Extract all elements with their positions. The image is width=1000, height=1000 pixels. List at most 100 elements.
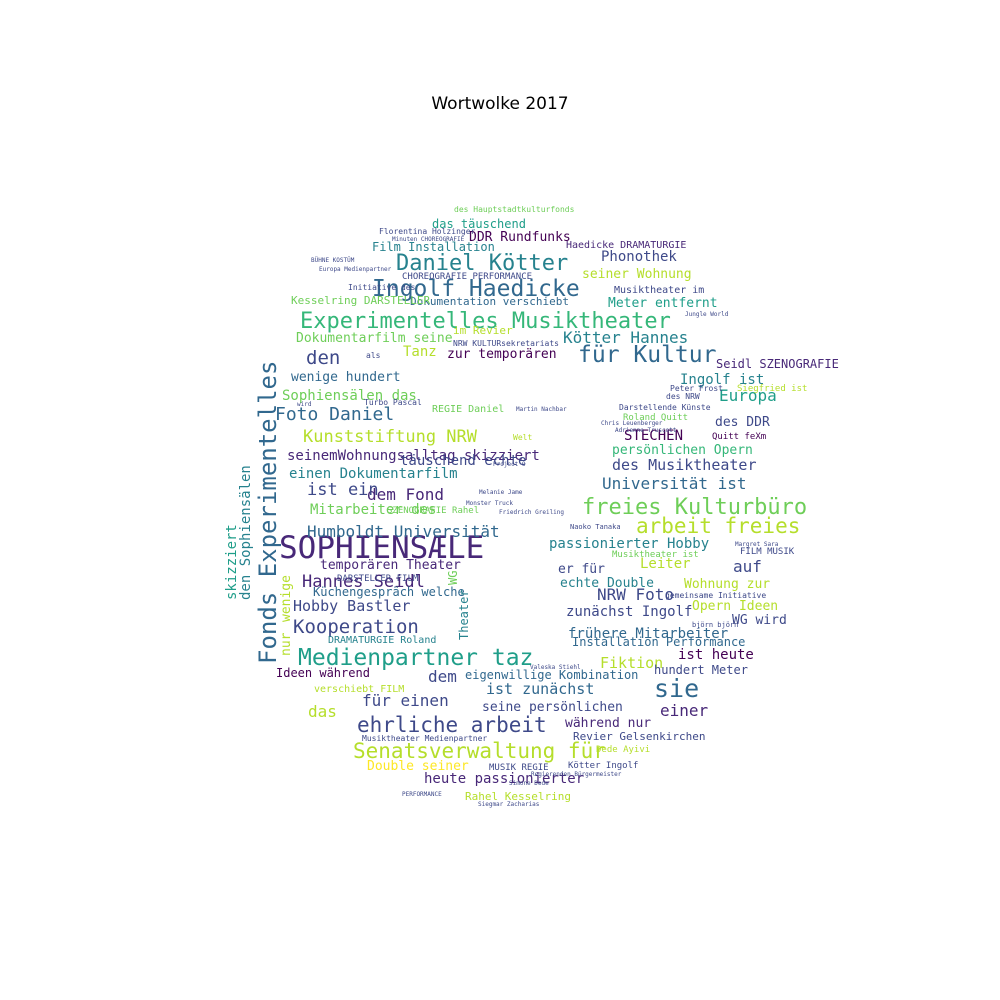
cloud-word: das: [308, 702, 337, 721]
cloud-word: DRAMATURGIE Roland: [328, 635, 436, 646]
cloud-word: des DDR: [715, 415, 770, 430]
cloud-word: DARSTELLER FILM: [337, 574, 419, 584]
cloud-word: Leiter: [640, 556, 691, 572]
cloud-word: zunächst Ingolf: [566, 604, 692, 620]
cloud-word: Foto Daniel: [275, 404, 394, 425]
cloud-word: Opern Ideen: [692, 599, 778, 614]
cloud-word: des Musiktheater: [612, 456, 757, 474]
cloud-word: gemeinsame Initiative: [665, 591, 766, 600]
cloud-word: seine persönlichen: [482, 700, 623, 715]
cloud-word: Kesselring DARSTELLER: [291, 294, 430, 307]
cloud-word: Humboldt Universität: [307, 522, 500, 541]
cloud-word: Ideen während: [276, 666, 370, 680]
cloud-word: Minuten CHOREOGRAFIE: [392, 236, 465, 243]
cloud-word: Hannes Seidl: [302, 572, 425, 592]
cloud-word: Theater: [457, 589, 471, 640]
cloud-word: täuschend echte: [400, 453, 526, 469]
cloud-word: Europa: [719, 386, 777, 405]
cloud-word: ist ein: [307, 480, 379, 500]
cloud-word: Phonothek: [601, 249, 677, 265]
cloud-word: Seidl SZENOGRAFIE: [716, 357, 839, 371]
cloud-word: er für: [558, 562, 605, 577]
cloud-word: Turbo Pascal: [364, 398, 422, 407]
cloud-word: für Kultur: [578, 342, 716, 368]
cloud-word: sie: [654, 674, 699, 703]
cloud-word: skizziert: [224, 524, 240, 600]
cloud-word: Project O: [493, 461, 526, 468]
cloud-word: Roland Quitt: [623, 413, 688, 423]
cloud-word: FILM MUSIK: [740, 547, 795, 557]
cloud-word: Margret Sara: [735, 541, 779, 548]
cloud-word: Initiative des: [348, 283, 416, 292]
cloud-word: Dokumentation verschiebt: [410, 295, 569, 308]
cloud-word: für einen: [362, 691, 449, 710]
cloud-word: NRW Foto: [597, 585, 674, 604]
cloud-word: Fonds Experimentelles: [254, 361, 282, 664]
cloud-word: Experimentelles Musiktheater: [300, 309, 671, 334]
cloud-word: SOPHIENSÆLE: [279, 530, 484, 566]
cloud-word: NRW KULTURsekretariats: [453, 339, 559, 348]
cloud-word: Naoko Tanaka: [570, 523, 621, 531]
cloud-word: arbeit freies: [636, 514, 800, 538]
page-title: Wortwolke 2017: [431, 94, 569, 114]
cloud-word: echte Double: [560, 576, 654, 591]
cloud-word: Küchengespräch welche: [313, 585, 465, 599]
cloud-word: während nur: [565, 716, 651, 731]
cloud-word: Musiktheater im: [614, 285, 704, 296]
cloud-word: Mitarbeiter des: [310, 502, 436, 518]
cloud-word: Installation Performance: [572, 635, 745, 649]
cloud-word: Kötter Ingolf: [568, 761, 638, 771]
cloud-word: PERFORMANCE: [402, 791, 442, 798]
cloud-word: Melanie Jame: [479, 489, 523, 496]
cloud-word: Film Installation: [372, 240, 495, 254]
cloud-word: Kooperation: [293, 616, 419, 638]
cloud-word: einer: [660, 701, 709, 720]
cloud-word: Wohnung zur: [684, 577, 770, 592]
cloud-word: Welt: [513, 433, 532, 442]
cloud-word: Valeska Stiehl: [530, 664, 581, 671]
cloud-word: Kunststiftung NRW: [303, 427, 478, 447]
cloud-word: Universität ist: [602, 474, 747, 493]
cloud-word: einen Dokumentarfilm: [289, 466, 458, 482]
cloud-word: hundert Meter: [654, 663, 748, 677]
cloud-word: ehrliche arbeit: [357, 713, 547, 737]
cloud-word: Ingolf Haedicke: [372, 276, 580, 302]
cloud-word: verschiebt FILM: [314, 684, 404, 695]
cloud-word: Meter entfernt: [608, 296, 718, 311]
cloud-word: Double seiner: [367, 759, 469, 774]
cloud-word: Medienpartner taz: [298, 645, 533, 671]
cloud-word: Europa Medienpartner: [319, 266, 392, 273]
cloud-word: Siegfried ist: [737, 384, 807, 394]
cloud-word: Sophiensälen das: [282, 388, 417, 404]
cloud-word: Senatsverwaltung für: [353, 739, 606, 763]
cloud-word: STECHEN: [624, 428, 683, 444]
cloud-word: Fiktion: [600, 654, 663, 672]
cloud-word: ist zunächst: [486, 680, 594, 698]
cloud-word: CHOREOGRAFIE PERFORMANCE: [402, 272, 532, 282]
cloud-word: BÜHNE KOSTÜM: [311, 257, 355, 264]
cloud-word: björn björn: [692, 621, 738, 629]
cloud-word: MUSIK REGIE: [489, 763, 549, 773]
cloud-word: Haedicke DRAMATURGIE: [566, 240, 686, 251]
cloud-word: WG wird: [732, 613, 787, 628]
cloud-word: auf: [733, 557, 762, 576]
cloud-word: Jungle World: [685, 311, 729, 318]
cloud-word: Musiktheater Medienpartner: [362, 734, 487, 743]
cloud-word: wenige hundert: [291, 370, 401, 385]
cloud-word: passionierter Hobby: [549, 536, 709, 552]
cloud-word: Tanz: [403, 344, 437, 360]
cloud-word: freies Kulturbüro: [582, 495, 807, 520]
cloud-word: Chris Leuenberger: [601, 420, 663, 427]
cloud-word: Friedrich Greiling: [499, 509, 564, 516]
cloud-word: Quitt feXm: [712, 432, 766, 442]
cloud-word: REGIE Daniel: [432, 404, 504, 415]
cloud-word: frühere Mitarbeiter: [568, 626, 728, 642]
cloud-word: Daniel Kötter: [396, 251, 568, 276]
cloud-word: dem Fond: [367, 485, 444, 504]
cloud-word: seiner Wohnung: [582, 267, 692, 282]
cloud-word: Dokumentarfilm seine: [296, 331, 453, 346]
cloud-word: persönlichen Opern: [612, 443, 753, 458]
cloud-word: eigenwillige Kombination: [465, 668, 638, 682]
cloud-word: DDR Rundfunks: [469, 230, 571, 245]
cloud-word: Monster Truck: [466, 500, 513, 507]
